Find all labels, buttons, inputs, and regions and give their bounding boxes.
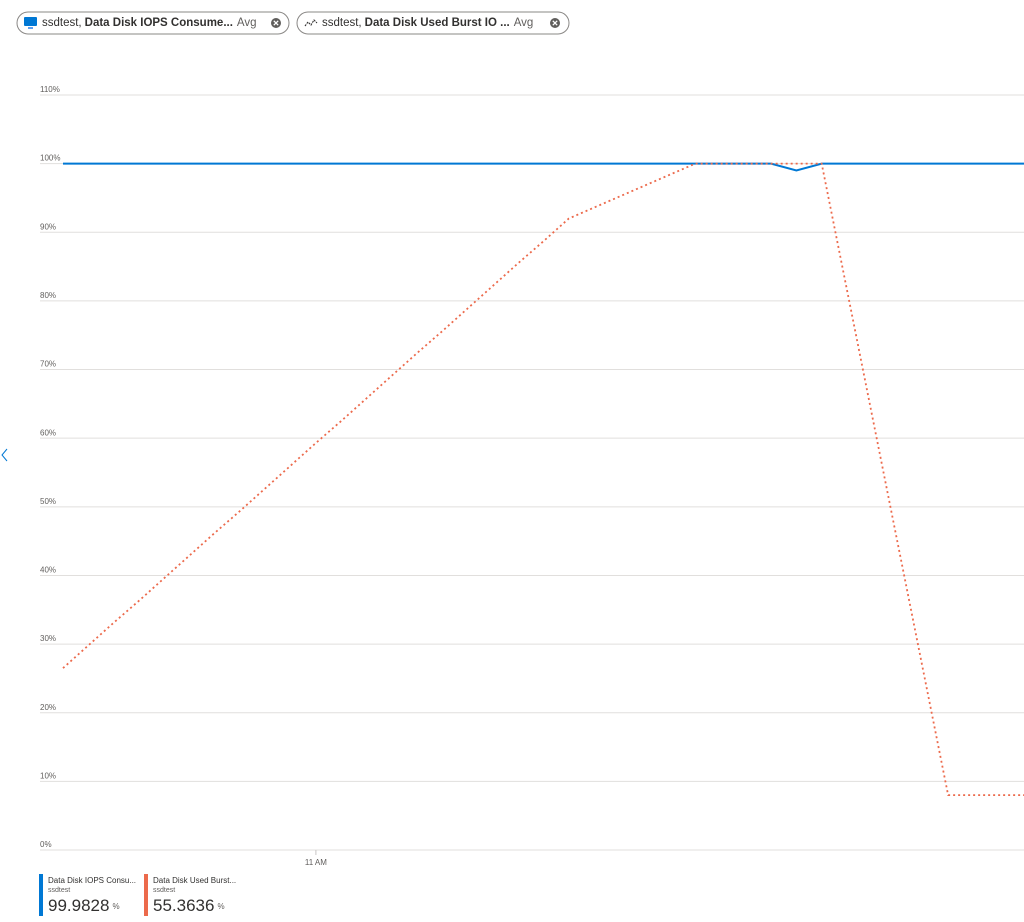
legend-item[interactable]: Data Disk IOPS Consu... ssdtest 99.9828% [39, 874, 136, 916]
pill-label: ssdtest, Data Disk Used Burst IO ... Avg [322, 17, 533, 29]
y-tick-label: 80% [40, 291, 56, 300]
vm-icon-stand [28, 27, 33, 29]
pan-left[interactable] [1, 448, 8, 462]
legend-resource: ssdtest [153, 887, 175, 894]
vm-icon [24, 17, 37, 26]
legend-item[interactable]: Data Disk Used Burst... ssdtest 55.3636% [144, 874, 236, 916]
legend-value-number: 55.3636 [153, 896, 214, 915]
metric-icon [304, 19, 318, 27]
y-tick-label: 30% [40, 634, 56, 643]
legend-swatch [144, 874, 148, 916]
y-tick-label: 10% [40, 771, 56, 780]
pill-aggregation: Avg [237, 17, 257, 29]
pill-label: ssdtest, Data Disk IOPS Consume... Avg [42, 17, 257, 29]
pill-close-x [552, 20, 558, 26]
y-tick-label: 0% [40, 840, 52, 849]
legend-value-number: 99.9828 [48, 896, 109, 915]
series-line [63, 162, 1024, 172]
y-tick-label: 90% [40, 222, 56, 231]
legend-value: 55.3636% [153, 896, 225, 915]
metric-pill[interactable]: ssdtest, Data Disk Used Burst IO ... Avg [296, 11, 570, 35]
y-tick-label: 40% [40, 566, 56, 575]
x-tick-label: 11 AM [305, 858, 327, 867]
pill-metric: Data Disk Used Burst IO ... [365, 17, 510, 29]
y-tick-label: 70% [40, 360, 56, 369]
legend-swatch [39, 874, 43, 916]
y-tick-label: 60% [40, 428, 56, 437]
metric-pill[interactable]: ssdtest, Data Disk IOPS Consume... Avg [16, 11, 290, 35]
pill-resource: ssdtest, [42, 17, 82, 29]
legend-value-unit: % [112, 902, 119, 911]
legend-name: Data Disk Used Burst... [153, 876, 236, 885]
y-tick-label: 50% [40, 497, 56, 506]
y-tick-label: 20% [40, 703, 56, 712]
legend-resource: ssdtest [48, 887, 70, 894]
series-line [62, 162, 1024, 796]
pill-border [16, 11, 290, 35]
legend-name: Data Disk IOPS Consu... [48, 876, 136, 885]
legend-value-unit: % [217, 902, 224, 911]
legend-value: 99.9828% [48, 896, 120, 915]
y-tick-label: 110% [40, 85, 60, 94]
pill-border [296, 11, 570, 35]
pill-close-x [273, 20, 279, 26]
pill-metric: Data Disk IOPS Consume... [85, 17, 233, 29]
y-tick-label: 100% [40, 154, 60, 163]
pill-resource: ssdtest, [322, 17, 362, 29]
pill-aggregation: Avg [514, 17, 534, 29]
